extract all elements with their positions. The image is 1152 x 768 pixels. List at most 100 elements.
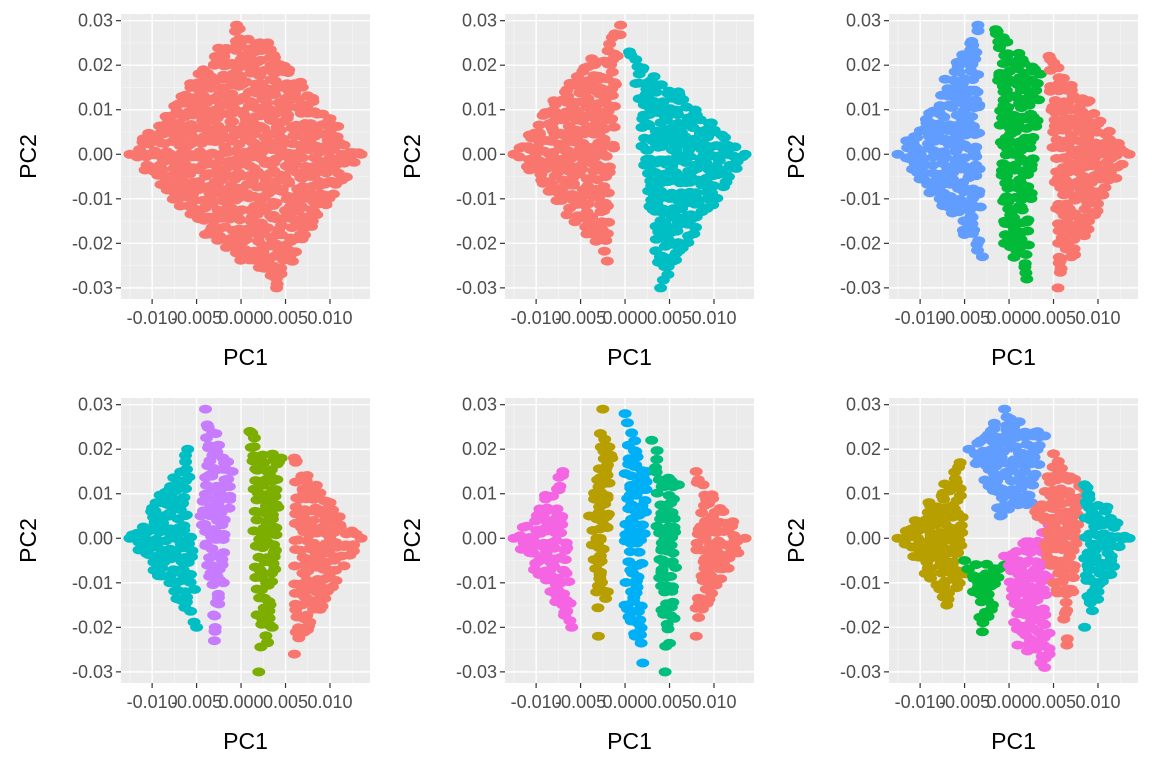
data-point xyxy=(630,452,644,462)
data-point xyxy=(1000,50,1014,60)
data-point xyxy=(179,484,192,494)
data-point xyxy=(275,221,289,231)
data-point xyxy=(261,130,275,140)
data-point xyxy=(698,203,712,213)
data-point xyxy=(205,544,219,554)
data-point xyxy=(526,535,540,545)
data-point xyxy=(965,228,979,238)
y-tick-label: 0.03 xyxy=(78,395,113,415)
x-tick-label: 0.000 xyxy=(603,692,648,712)
x-tick-label: -0.010 xyxy=(511,692,562,712)
data-point xyxy=(707,578,721,588)
data-point xyxy=(212,492,226,502)
data-point xyxy=(513,143,527,153)
data-point xyxy=(1021,240,1035,250)
points-layer xyxy=(123,20,368,293)
data-point xyxy=(710,170,724,180)
data-point xyxy=(684,141,698,151)
data-point xyxy=(620,418,634,428)
data-point xyxy=(1042,51,1056,61)
data-point xyxy=(669,255,682,265)
data-point xyxy=(1048,504,1062,514)
data-point xyxy=(285,256,299,266)
data-point xyxy=(954,164,968,174)
y-tick-label: -0.02 xyxy=(456,617,497,637)
y-tick-label: -0.01 xyxy=(456,573,497,593)
data-point xyxy=(295,234,309,244)
data-point xyxy=(1122,149,1136,159)
data-point xyxy=(546,491,559,501)
data-point xyxy=(969,152,983,162)
data-point xyxy=(197,215,211,225)
data-point xyxy=(1060,634,1074,644)
points-layer xyxy=(123,404,368,677)
y-tick-label: -0.03 xyxy=(72,662,113,682)
data-point xyxy=(269,485,283,495)
data-point xyxy=(141,525,155,535)
data-point xyxy=(634,623,648,633)
cluster-4-points xyxy=(998,520,1056,672)
data-point xyxy=(200,433,214,443)
data-point xyxy=(204,199,218,209)
data-point xyxy=(212,440,225,450)
data-point xyxy=(302,145,316,155)
data-point xyxy=(1032,95,1045,105)
data-point xyxy=(1026,473,1040,483)
data-point xyxy=(296,101,310,111)
data-point xyxy=(181,444,195,454)
data-point xyxy=(253,71,267,81)
data-point xyxy=(1051,283,1065,293)
data-point xyxy=(1097,520,1111,529)
data-point xyxy=(1000,78,1014,88)
data-point xyxy=(543,573,556,583)
data-point xyxy=(629,588,643,598)
data-point xyxy=(317,157,331,167)
data-point xyxy=(605,453,619,463)
data-point xyxy=(306,516,320,525)
data-point xyxy=(243,426,257,436)
data-point xyxy=(1068,474,1082,484)
data-point xyxy=(313,488,327,498)
data-point xyxy=(597,206,611,216)
y-tick-label: 0.00 xyxy=(78,528,113,548)
data-point xyxy=(305,216,319,226)
data-point xyxy=(650,446,664,456)
data-point xyxy=(191,185,205,195)
data-point xyxy=(669,563,682,572)
data-point xyxy=(1029,644,1043,654)
data-point xyxy=(650,488,664,498)
x-tick-label: 0.005 xyxy=(647,692,692,712)
data-point xyxy=(655,142,669,151)
data-point xyxy=(671,480,685,490)
y-tick-label: -0.02 xyxy=(72,233,113,253)
data-point xyxy=(209,429,223,439)
x-tick-label: -0.010 xyxy=(127,692,178,712)
data-point xyxy=(1001,197,1015,207)
data-point xyxy=(507,149,521,159)
y-axis-title: PC2 xyxy=(399,518,425,563)
data-point xyxy=(219,60,233,70)
data-point xyxy=(206,580,220,590)
data-point xyxy=(624,483,638,493)
data-point xyxy=(678,198,692,208)
data-point xyxy=(730,156,744,166)
data-point xyxy=(1015,205,1029,215)
cluster-5-points xyxy=(1029,449,1092,650)
y-tick-label: 0.02 xyxy=(846,439,881,459)
data-point xyxy=(1001,504,1015,514)
data-point xyxy=(689,467,703,476)
y-tick-label: -0.01 xyxy=(840,189,881,209)
data-point xyxy=(123,533,137,543)
data-point xyxy=(337,158,351,168)
data-point xyxy=(1024,194,1038,204)
data-point xyxy=(1077,231,1091,241)
data-point xyxy=(1091,119,1105,129)
data-point xyxy=(976,618,990,628)
data-point xyxy=(135,541,149,551)
data-point xyxy=(267,200,280,210)
data-point xyxy=(600,523,614,533)
y-tick-label: 0.03 xyxy=(462,395,497,415)
data-point xyxy=(607,143,621,153)
data-point xyxy=(703,142,717,152)
data-point xyxy=(260,263,274,273)
